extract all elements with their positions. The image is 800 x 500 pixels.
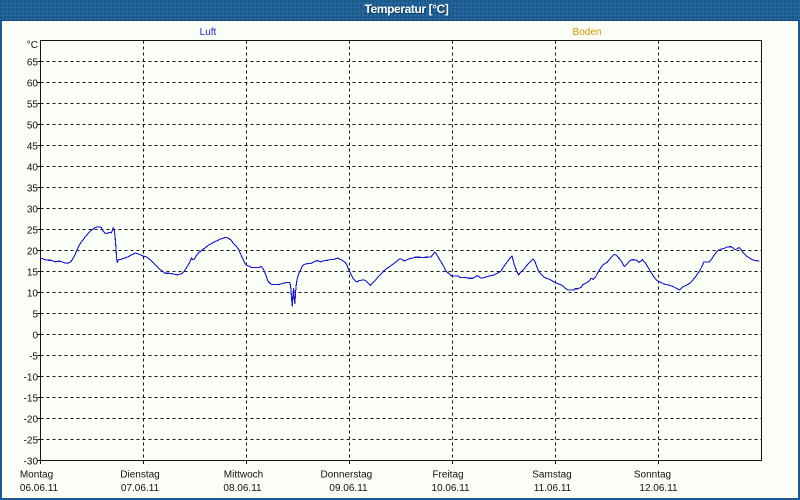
svg-text:30: 30 xyxy=(27,205,39,216)
svg-text:Dienstag: Dienstag xyxy=(120,470,159,481)
svg-text:-30: -30 xyxy=(24,457,39,468)
svg-text:15: 15 xyxy=(27,268,39,279)
svg-text:10.06.11: 10.06.11 xyxy=(431,483,470,494)
svg-text:-25: -25 xyxy=(24,436,39,447)
svg-text:°C: °C xyxy=(27,40,38,51)
svg-text:25: 25 xyxy=(27,226,39,237)
svg-text:12.06.11: 12.06.11 xyxy=(639,483,678,494)
svg-text:11.06.11: 11.06.11 xyxy=(534,483,572,494)
svg-text:Sonntag: Sonntag xyxy=(634,470,671,481)
svg-text:-10: -10 xyxy=(24,373,39,384)
svg-text:Montag: Montag xyxy=(20,470,53,481)
svg-text:07.06.11: 07.06.11 xyxy=(121,483,160,494)
svg-text:10: 10 xyxy=(27,289,39,300)
svg-text:08.06.11: 08.06.11 xyxy=(223,483,262,494)
svg-text:20: 20 xyxy=(27,247,39,258)
svg-text:Samstag: Samstag xyxy=(532,470,571,481)
svg-text:60: 60 xyxy=(27,79,39,90)
svg-text:40: 40 xyxy=(27,163,39,174)
svg-text:-20: -20 xyxy=(24,415,39,426)
svg-text:50: 50 xyxy=(27,121,39,132)
svg-text:Luft: Luft xyxy=(200,27,217,38)
svg-text:06.06.11: 06.06.11 xyxy=(20,483,59,494)
svg-text:35: 35 xyxy=(27,184,39,195)
svg-text:Freitag: Freitag xyxy=(432,470,463,481)
svg-text:45: 45 xyxy=(27,142,39,153)
svg-text:Mittwoch: Mittwoch xyxy=(224,470,263,481)
svg-text:5: 5 xyxy=(32,310,38,321)
svg-text:Donnerstag: Donnerstag xyxy=(321,470,373,481)
svg-text:09.06.11: 09.06.11 xyxy=(329,483,368,494)
svg-text:0: 0 xyxy=(32,331,38,342)
svg-text:55: 55 xyxy=(27,100,39,111)
svg-text:-15: -15 xyxy=(24,394,39,405)
svg-text:Boden: Boden xyxy=(573,27,602,38)
svg-text:65: 65 xyxy=(27,58,39,69)
svg-text:-5: -5 xyxy=(29,352,38,363)
